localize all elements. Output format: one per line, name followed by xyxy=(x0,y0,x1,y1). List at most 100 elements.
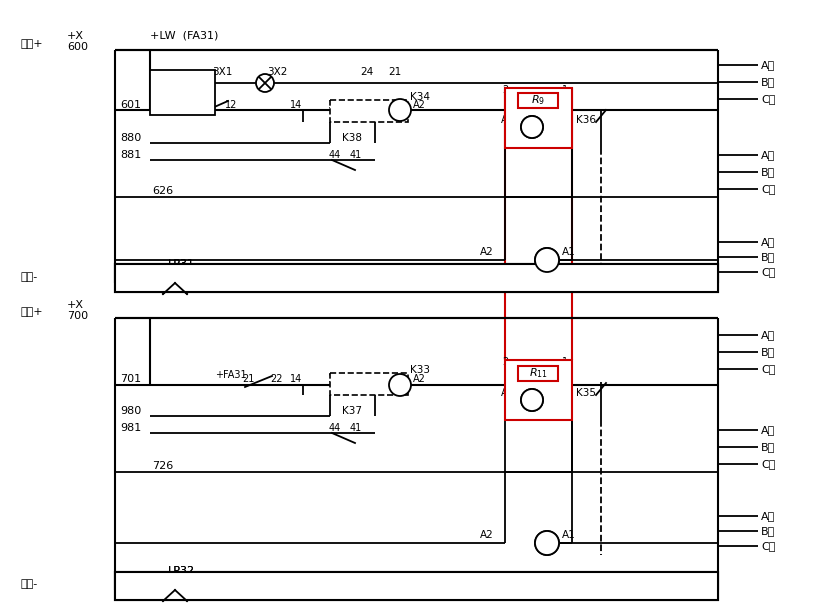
Text: A1: A1 xyxy=(549,388,562,398)
Text: A2: A2 xyxy=(501,115,514,125)
Text: 01: 01 xyxy=(151,269,163,279)
Text: 44: 44 xyxy=(329,150,341,160)
Text: A1: A1 xyxy=(562,530,576,540)
Text: $R_{11}$: $R_{11}$ xyxy=(528,367,547,381)
Text: 881: 881 xyxy=(120,150,141,160)
Circle shape xyxy=(521,116,543,138)
Text: 880: 880 xyxy=(120,133,141,143)
Text: 直流+: 直流+ xyxy=(20,39,42,49)
Text: 601: 601 xyxy=(120,100,141,110)
Text: +LW  (FA31): +LW (FA31) xyxy=(150,31,219,41)
Text: 直流-: 直流- xyxy=(20,272,37,282)
Text: B相: B相 xyxy=(761,77,776,87)
Text: A相: A相 xyxy=(761,330,776,340)
Text: C相: C相 xyxy=(761,459,776,469)
Bar xyxy=(518,366,558,381)
Text: A相: A相 xyxy=(761,237,776,247)
Text: 14: 14 xyxy=(289,374,302,384)
Text: A1: A1 xyxy=(549,115,562,125)
Text: 21: 21 xyxy=(241,374,254,384)
Bar xyxy=(115,572,718,600)
Text: 980: 980 xyxy=(120,406,141,416)
Bar xyxy=(330,100,408,122)
Text: A相: A相 xyxy=(761,425,776,435)
Text: 1: 1 xyxy=(562,357,568,367)
Text: K35: K35 xyxy=(576,388,596,398)
Text: A1: A1 xyxy=(352,100,364,110)
Text: 725: 725 xyxy=(120,576,141,586)
Text: +X: +X xyxy=(67,300,84,310)
Circle shape xyxy=(535,248,559,272)
Text: A1: A1 xyxy=(376,374,388,384)
Text: +FA31: +FA31 xyxy=(215,370,246,380)
Text: 625: 625 xyxy=(120,269,141,279)
Circle shape xyxy=(521,389,543,411)
Text: 3X1: 3X1 xyxy=(212,67,233,77)
Text: A1: A1 xyxy=(352,374,364,384)
Text: 01: 01 xyxy=(151,576,163,586)
Text: 626: 626 xyxy=(152,186,173,196)
Text: 3X2: 3X2 xyxy=(267,67,287,77)
Text: 625: 625 xyxy=(120,269,141,279)
Text: 11: 11 xyxy=(328,100,340,110)
Text: A相: A相 xyxy=(761,150,776,160)
Text: 02: 02 xyxy=(187,576,199,586)
Text: A2: A2 xyxy=(501,388,514,398)
Circle shape xyxy=(535,248,559,272)
Bar xyxy=(505,360,572,420)
Text: A相: A相 xyxy=(761,511,776,521)
Bar xyxy=(518,93,558,108)
Text: A相: A相 xyxy=(761,60,776,70)
Bar xyxy=(115,264,718,292)
Text: 11: 11 xyxy=(193,100,205,110)
Circle shape xyxy=(256,74,274,92)
Text: 44: 44 xyxy=(329,423,341,433)
Bar xyxy=(505,88,572,148)
Bar xyxy=(330,373,408,395)
Text: 02: 02 xyxy=(187,269,199,279)
Text: C相: C相 xyxy=(761,184,776,194)
Text: C相: C相 xyxy=(761,267,776,277)
Text: 01: 01 xyxy=(151,576,163,586)
Text: 01: 01 xyxy=(151,269,163,279)
Text: B相: B相 xyxy=(761,526,776,536)
Text: 12: 12 xyxy=(225,100,237,110)
Text: B相: B相 xyxy=(761,442,776,452)
Text: LP32: LP32 xyxy=(168,566,195,576)
Text: 725: 725 xyxy=(120,576,141,586)
Text: C相: C相 xyxy=(761,364,776,374)
Circle shape xyxy=(521,116,543,138)
Text: 直流-: 直流- xyxy=(20,579,37,589)
Text: 726: 726 xyxy=(152,461,173,471)
Text: A2: A2 xyxy=(413,100,426,110)
Text: 2: 2 xyxy=(502,357,508,367)
Text: K34: K34 xyxy=(410,92,430,102)
Bar xyxy=(150,70,215,115)
Circle shape xyxy=(389,374,411,396)
Text: 02: 02 xyxy=(187,576,199,586)
Text: 14: 14 xyxy=(289,100,302,110)
Text: K33: K33 xyxy=(410,365,430,375)
Text: 直流+: 直流+ xyxy=(20,307,42,317)
Text: A2: A2 xyxy=(480,530,494,540)
Circle shape xyxy=(389,99,411,121)
Text: 1: 1 xyxy=(562,85,568,95)
Text: 24: 24 xyxy=(360,67,374,77)
Text: +X: +X xyxy=(67,31,84,41)
Text: 41: 41 xyxy=(350,423,362,433)
Text: LP31: LP31 xyxy=(168,259,195,269)
Text: LP32: LP32 xyxy=(168,566,195,576)
Circle shape xyxy=(535,531,559,555)
Text: 02: 02 xyxy=(187,269,199,279)
Circle shape xyxy=(521,389,543,411)
Text: B相: B相 xyxy=(761,252,776,262)
Text: K37: K37 xyxy=(516,378,536,388)
Text: A2: A2 xyxy=(480,247,494,257)
Text: A2: A2 xyxy=(413,374,426,384)
Text: 11: 11 xyxy=(328,374,340,384)
Text: 22: 22 xyxy=(270,374,282,384)
Text: 41: 41 xyxy=(350,150,362,160)
Bar xyxy=(115,572,718,600)
Text: 21: 21 xyxy=(389,67,402,77)
Text: B相: B相 xyxy=(761,347,776,357)
